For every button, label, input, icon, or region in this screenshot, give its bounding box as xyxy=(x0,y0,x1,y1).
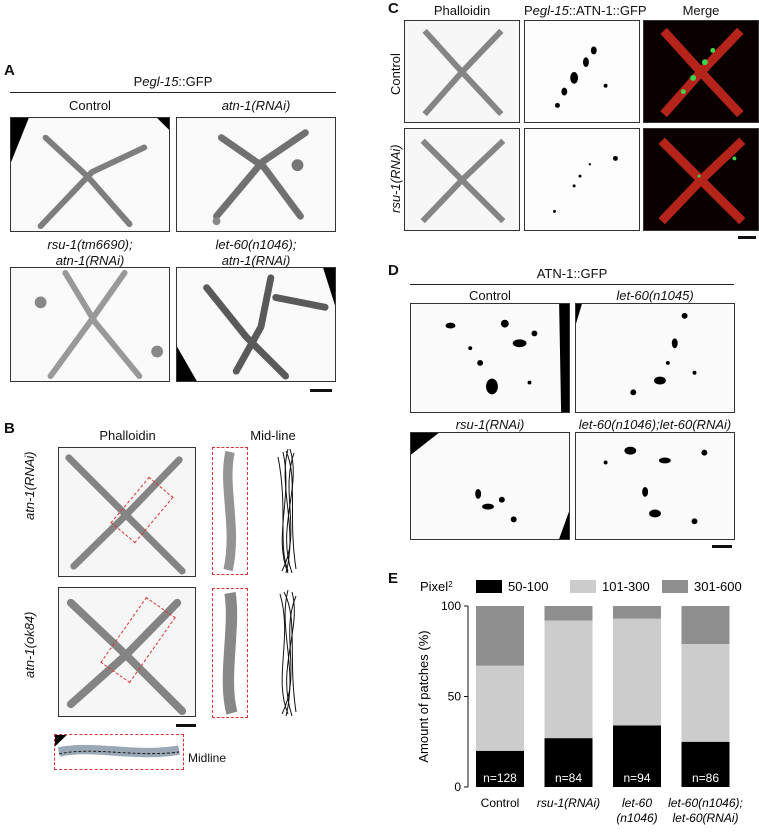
n-label-3: n=86 xyxy=(692,771,719,785)
panel-b-row1-label: atn-1(RNAi) xyxy=(22,451,37,520)
legend-title-sup: 2 xyxy=(448,580,453,589)
panel-e-letter: E xyxy=(388,570,399,587)
legend-swatch-101-300 xyxy=(570,580,596,593)
panel-d-image-let60 xyxy=(575,303,735,413)
panel-c-phalloidin-control xyxy=(404,20,520,123)
bar-2-50-100 xyxy=(613,725,661,787)
panel-a-image-atn1 xyxy=(176,117,336,232)
legend-label-101-300: 101-300 xyxy=(602,579,650,594)
x-label-2-line2: (n1046) xyxy=(616,811,657,825)
bar-3-301-600 xyxy=(681,606,730,645)
panel-b-midline-crop-1 xyxy=(212,447,248,575)
legend-label-50-100: 50-100 xyxy=(508,579,548,594)
stacked-bar-chart: Pixel2 50-100 101-300 301-600 0 50 100 Amount … xyxy=(416,579,743,825)
legend-label-301-600: 301-600 xyxy=(694,579,742,594)
panel-a-label-let60-2: atn-1(RNAi) xyxy=(221,253,291,268)
panel-a-label-atn1: atn-1(RNAi) xyxy=(221,98,291,113)
y-tick-label-100: 100 xyxy=(441,599,461,613)
panel-d-header-rule xyxy=(410,284,734,285)
panel-c-col-atn1gfp: Pegl-15::ATN-1::GFP xyxy=(524,3,647,18)
panel-b-midline-label: Midline xyxy=(188,751,227,765)
legend-swatch-50-100 xyxy=(476,580,502,593)
x-label-2-line1: let-60 xyxy=(622,796,652,810)
y-tick-label-0: 0 xyxy=(454,780,461,794)
panel-c-col-phalloidin: Phalloidin xyxy=(433,3,491,18)
panel-d-image-control xyxy=(410,303,570,413)
panel-a-image-rsu1-atn1 xyxy=(10,267,170,382)
bar-3-50-100 xyxy=(681,741,730,787)
panel-c-gfp-control xyxy=(524,20,640,123)
panel-c-scale-bar xyxy=(738,236,756,239)
x-label-3-line2: let-60(RNAi) xyxy=(672,811,738,825)
panel-a-header-rule xyxy=(10,92,336,93)
bar-1-301-600 xyxy=(544,606,593,621)
panel-a-label-rsu1-2: atn-1(RNAi) xyxy=(55,253,125,268)
panel-b-letter: B xyxy=(4,420,15,437)
bar-2-101-300 xyxy=(613,618,661,726)
panel-b-midline-traces-2 xyxy=(279,589,297,717)
panel-d-letter: D xyxy=(388,262,399,279)
x-label-1-line1: rsu-1(RNAi) xyxy=(537,796,600,810)
bar-1-101-300 xyxy=(544,620,593,739)
panel-d-scale-bar xyxy=(712,545,732,548)
panel-b-scale-bar xyxy=(176,724,196,727)
y-axis: 0 50 100 Amount of patches (%) xyxy=(416,599,469,794)
panel-c-merge-rsu1 xyxy=(643,128,759,231)
panel-a-letter: A xyxy=(4,62,15,79)
panel-c-merge-control xyxy=(643,20,759,123)
x-label-0-line1: Control xyxy=(481,796,520,810)
panel-d-image-rsu1 xyxy=(410,432,570,540)
panel-c-letter: C xyxy=(388,0,399,17)
panel-c-col-merge: Merge xyxy=(682,3,720,18)
panel-c-phalloidin-rsu1 xyxy=(404,128,520,231)
panel-b-row2-label: atn-1(ok84) xyxy=(22,611,37,678)
panel-b-image-atn1-rnai xyxy=(58,447,196,577)
panel-a-image-control xyxy=(10,117,170,232)
bars: n=128 n=84 n=94 n=86 xyxy=(476,606,730,787)
bar-3-101-300 xyxy=(681,644,730,742)
panel-b-midline-traces-1 xyxy=(277,448,297,574)
bar-2-301-600 xyxy=(613,606,661,619)
panel-b-col-midline: Mid-line xyxy=(250,428,296,443)
panel-d-label-let60: let-60(n1045) xyxy=(616,288,694,303)
bar-0-301-600 xyxy=(476,606,524,666)
panel-a-image-let60-atn1 xyxy=(176,267,336,382)
legend-title: Pixel2 xyxy=(420,579,453,594)
panel-b-midline-example xyxy=(54,734,184,770)
panel-d-label-control: Control xyxy=(469,288,511,303)
panel-d-header: ATN-1::GFP xyxy=(536,266,608,281)
n-label-1: n=84 xyxy=(555,771,582,785)
n-label-0: n=128 xyxy=(483,771,517,785)
x-axis-labels: Control rsu-1(RNAi) let-60(n1046) let-60(n1… xyxy=(481,796,743,825)
panel-a-label-control: Control xyxy=(69,98,111,113)
legend-swatch-301-600 xyxy=(662,580,688,593)
panel-c-row2-label: rsu-1(RNAi) xyxy=(388,144,403,213)
panel-a-label-let60-1: let-60(n1046); xyxy=(215,237,297,252)
y-axis-label: Amount of patches (%) xyxy=(416,630,431,762)
x-label-3-line1: let-60(n1046); xyxy=(668,796,743,810)
panel-d-label-rsu1: rsu-1(RNAi) xyxy=(455,417,525,432)
n-label-2: n=94 xyxy=(623,771,650,785)
bar-0-50-100 xyxy=(476,750,524,787)
panel-d-image-let60-let60rnai xyxy=(575,432,735,540)
y-tick-label-50: 50 xyxy=(448,690,462,704)
bar-1-50-100 xyxy=(544,738,593,787)
panel-b-col-phalloidin: Phalloidin xyxy=(99,428,156,443)
panel-d-label-let60-let60rnai: let-60(n1046);let-60(RNAi) xyxy=(578,417,732,432)
bar-0-101-300 xyxy=(476,665,524,751)
panel-a-header: Pegl-15::GFP xyxy=(133,74,213,89)
panel-b-image-atn1-ok84 xyxy=(58,587,196,717)
panel-a-label-rsu1-1: rsu-1(tm6690); xyxy=(47,237,133,252)
panel-b-midline-crop-2 xyxy=(212,588,248,718)
panel-c-row1-label: Control xyxy=(388,53,403,95)
panel-c-gfp-rsu1 xyxy=(524,128,640,231)
panel-a-scale-bar xyxy=(310,389,332,392)
chart-legend: Pixel2 50-100 101-300 301-600 xyxy=(420,579,742,594)
